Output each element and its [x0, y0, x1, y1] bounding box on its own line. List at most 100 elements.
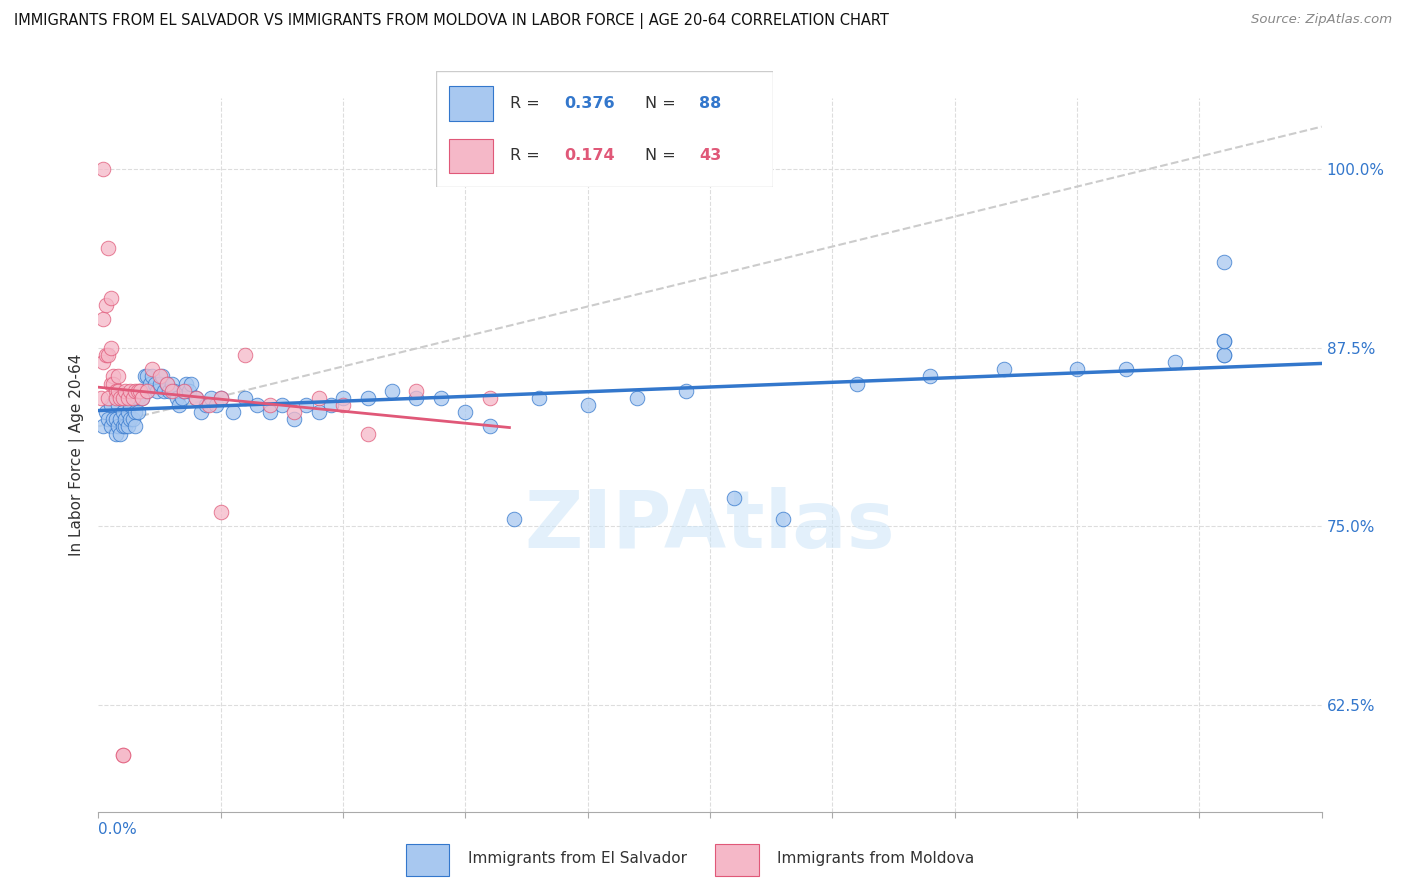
Point	[190, 405, 212, 419]
Point	[111, 747, 134, 762]
Point	[104, 426, 127, 441]
Text: N =: N =	[645, 148, 681, 163]
Point	[131, 391, 153, 405]
Point	[454, 405, 477, 419]
FancyBboxPatch shape	[436, 71, 773, 187]
Point	[173, 384, 195, 398]
Point	[121, 391, 143, 405]
Point	[100, 341, 122, 355]
Point	[356, 426, 378, 441]
FancyBboxPatch shape	[716, 844, 759, 876]
Point	[117, 419, 139, 434]
Point	[503, 512, 526, 526]
Point	[141, 369, 163, 384]
Text: 0.376: 0.376	[564, 95, 614, 111]
Point	[107, 369, 129, 384]
Point	[129, 384, 152, 398]
FancyBboxPatch shape	[450, 87, 494, 121]
Point	[91, 162, 114, 177]
Point	[576, 398, 599, 412]
Text: 0.174: 0.174	[564, 148, 614, 163]
Point	[91, 312, 114, 326]
Point	[139, 376, 162, 391]
Point	[772, 512, 794, 526]
Point	[1115, 362, 1137, 376]
Point	[283, 405, 305, 419]
FancyBboxPatch shape	[406, 844, 450, 876]
Point	[111, 419, 134, 434]
Point	[136, 384, 159, 398]
Point	[143, 376, 166, 391]
Point	[209, 391, 232, 405]
Point	[114, 419, 136, 434]
Point	[527, 391, 550, 405]
Point	[270, 398, 294, 412]
Point	[100, 398, 122, 412]
Point	[104, 384, 127, 398]
Point	[200, 391, 222, 405]
Point	[104, 412, 127, 426]
Text: 88: 88	[699, 95, 721, 111]
Point	[124, 384, 146, 398]
Point	[405, 391, 427, 405]
Point	[186, 391, 208, 405]
Point	[723, 491, 745, 505]
Point	[136, 369, 159, 384]
Point	[131, 391, 153, 405]
Point	[107, 384, 129, 398]
Point	[111, 405, 134, 419]
Point	[205, 398, 228, 412]
Point	[114, 412, 136, 426]
Point	[111, 391, 134, 405]
Point	[319, 398, 342, 412]
Point	[195, 398, 218, 412]
Point	[160, 384, 183, 398]
Point	[110, 412, 132, 426]
Point	[209, 505, 232, 519]
Point	[120, 412, 142, 426]
Point	[100, 376, 122, 391]
Point	[166, 391, 188, 405]
Point	[90, 391, 112, 405]
Point	[173, 384, 195, 398]
Point	[127, 384, 149, 398]
Point	[104, 391, 127, 405]
Point	[356, 391, 378, 405]
Point	[405, 384, 427, 398]
Text: R =: R =	[510, 148, 546, 163]
Point	[124, 405, 146, 419]
Point	[114, 384, 136, 398]
Text: N =: N =	[645, 95, 681, 111]
Point	[150, 369, 173, 384]
Point	[94, 298, 117, 312]
Point	[160, 376, 183, 391]
Point	[381, 384, 404, 398]
Point	[97, 348, 120, 362]
Point	[170, 391, 193, 405]
Point	[91, 355, 114, 369]
Point	[259, 398, 281, 412]
Point	[110, 391, 132, 405]
Point	[117, 405, 139, 419]
Point	[478, 391, 501, 405]
Point	[1066, 362, 1088, 376]
Point	[107, 419, 129, 434]
Text: 43: 43	[699, 148, 721, 163]
Point	[176, 376, 198, 391]
Point	[845, 376, 868, 391]
Point	[97, 391, 120, 405]
Point	[920, 369, 942, 384]
Point	[209, 391, 232, 405]
Point	[101, 376, 124, 391]
Point	[97, 241, 120, 255]
Point	[180, 376, 202, 391]
Text: Immigrants from El Salvador: Immigrants from El Salvador	[468, 851, 688, 866]
Point	[259, 405, 281, 419]
Point	[1212, 348, 1234, 362]
Point	[246, 398, 269, 412]
Point	[97, 412, 120, 426]
Point	[117, 391, 139, 405]
Point	[101, 369, 124, 384]
Point	[1212, 334, 1234, 348]
Point	[156, 376, 179, 391]
